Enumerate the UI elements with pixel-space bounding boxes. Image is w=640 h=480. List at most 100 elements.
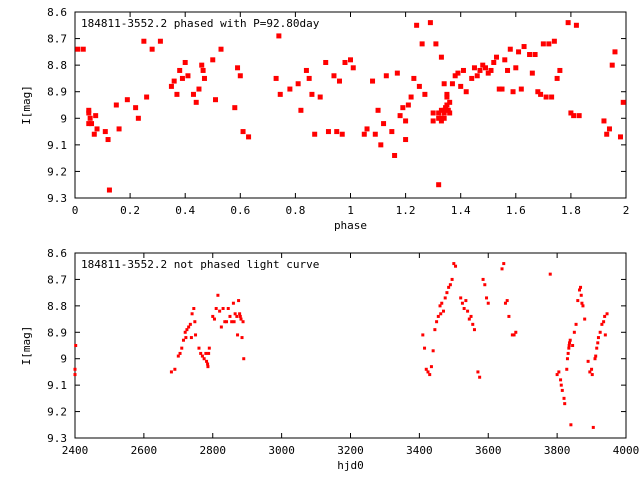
data-point [430,118,436,124]
data-point [571,113,577,119]
data-point [609,62,615,68]
data-point [223,320,227,324]
y-axis-label: I[mag] [20,326,33,366]
data-point [543,94,549,100]
data-point [491,59,497,65]
data-point [598,330,602,334]
data-point [576,299,580,303]
data-point [604,131,610,137]
y-tick-label: 8.7 [47,273,67,286]
x-tick-label: 4000 [613,444,640,457]
data-point [527,52,533,58]
x-tick-label: 2800 [200,444,227,457]
data-point [485,296,489,300]
y-tick-label: 8.7 [47,33,67,46]
data-point [521,44,527,50]
data-point [361,131,367,137]
data-point [241,320,245,324]
x-tick-label: 3000 [268,444,295,457]
chart-panel-1: 0 0.2 0.4 0.6 0.8 1 1.2 1.4 1.6 1.8 2 8.6 8.7 8.8 8.9 9… [20,6,629,232]
x-tick-label: 1.6 [506,204,526,217]
data-point [144,94,150,100]
data-point [505,67,511,73]
data-point [486,301,490,305]
data-point [403,118,409,124]
data-point [201,75,207,81]
x-tick-label: 1.8 [561,204,581,217]
data-point [603,314,607,318]
data-point [211,314,215,318]
data-point [298,107,304,113]
y-tick-label: 8.8 [47,300,67,313]
data-point [372,131,378,137]
data-point [439,312,443,316]
data-point [389,129,395,135]
data-point [596,336,600,340]
data-point [612,49,618,55]
data-point [507,314,511,318]
chart-panel-2: 2400 2600 2800 3000 3200 3400 3600 3800 4000 8.6 8… [20,247,639,472]
data-point [483,283,487,287]
data-point [178,351,182,355]
data-point [370,78,376,84]
data-point [193,99,199,105]
data-point [226,307,230,310]
data-point [375,107,381,113]
data-point [455,70,461,76]
data-point [149,46,155,52]
data-point [421,333,425,337]
data-point [459,296,463,300]
data-point [540,41,546,47]
data-point [471,322,475,326]
data-point [287,86,293,92]
data-point [218,309,222,313]
data-point [494,54,500,60]
data-point [560,388,564,392]
data-point [554,75,560,81]
data-point [566,351,570,355]
data-point [414,22,420,28]
data-point [228,314,232,318]
data-point [182,59,188,65]
data-point [510,333,514,337]
x-tick-label: 3600 [475,444,502,457]
data-point [518,86,524,92]
data-point [444,94,450,100]
data-point [469,314,473,318]
data-point [583,317,587,321]
data-point [240,129,246,135]
data-point [236,333,240,337]
data-point [89,121,95,127]
data-point [443,105,449,111]
data-point [176,354,180,358]
data-point [438,118,444,124]
y-axis-label: I[mag] [20,85,33,125]
data-point [309,91,315,97]
x-tick-label: 0.6 [230,204,250,217]
data-point [478,375,482,379]
data-point [555,373,559,377]
data-point [429,365,433,369]
data-point [444,102,450,108]
x-tick-label: 1.4 [451,204,471,217]
data-point [213,97,219,103]
chart-title: 184811-3552.2 not phased light curve [81,258,319,271]
data-point [246,134,252,140]
data-point [105,137,111,143]
data-point [576,113,582,119]
data-point [551,38,557,44]
data-point [392,152,398,158]
data-point [617,134,623,140]
data-point [383,73,389,79]
data-point [80,46,86,52]
data-point [204,351,208,355]
data-point [580,301,584,305]
data-point [447,99,453,105]
data-point [548,272,552,276]
data-point [207,346,211,350]
data-point [557,370,561,374]
data-point [133,105,139,111]
data-point [157,38,163,44]
y-tick-label: 9 [60,353,67,366]
data-point [205,359,209,363]
